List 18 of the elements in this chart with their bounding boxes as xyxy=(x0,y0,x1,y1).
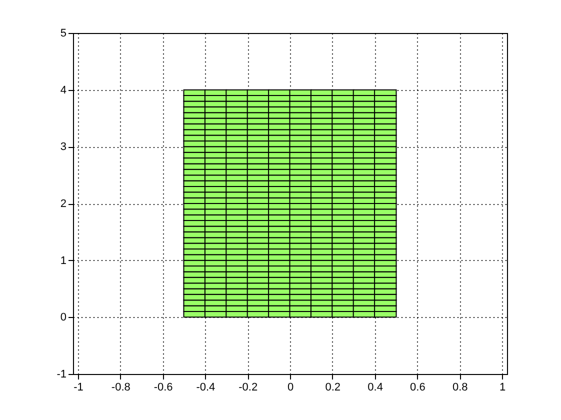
x-tick-label: -0.6 xyxy=(154,382,173,394)
y-tick-label: 4 xyxy=(60,84,66,96)
x-tick-label: -0.2 xyxy=(238,382,258,394)
x-tick-label: -0.4 xyxy=(196,382,216,394)
x-tick-label: -0.8 xyxy=(111,382,130,394)
x-tick-label: 0 xyxy=(287,382,294,394)
y-tick-label: 0 xyxy=(60,312,66,324)
x-tick-label: -1 xyxy=(74,382,84,394)
y-tick-label: 2 xyxy=(60,198,66,210)
x-tick-label: 1 xyxy=(499,382,506,394)
x-tick-label: 0.6 xyxy=(410,382,426,394)
y-tick-label: 5 xyxy=(60,28,66,40)
x-tick-label: 0.4 xyxy=(368,382,383,394)
y-tick-label: 3 xyxy=(60,141,66,154)
x-tick-label: 0.8 xyxy=(452,382,468,394)
y-tick-label: -1 xyxy=(56,368,66,380)
y-tick-label: 1 xyxy=(60,254,66,267)
x-tick-label: 0.2 xyxy=(325,382,341,394)
